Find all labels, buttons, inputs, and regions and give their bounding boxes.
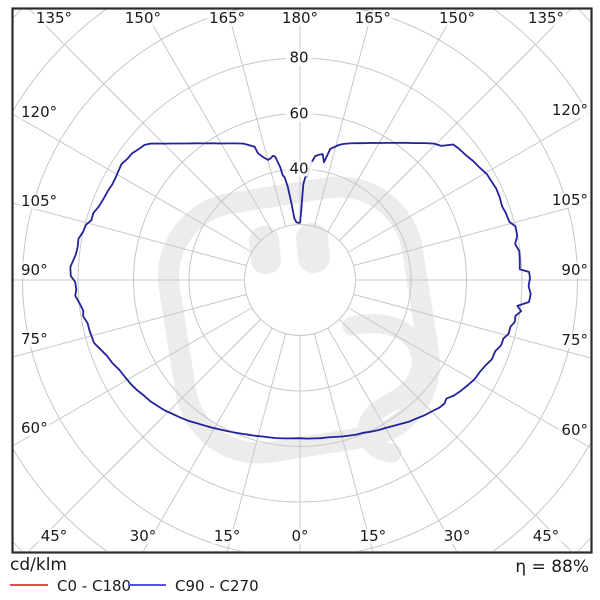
units-label: cd/klm [10,555,67,575]
legend-item-c0-c180: C0 - C180 [10,577,131,595]
plug-socket-logo-watermark [157,176,441,464]
efficiency-label: η = 88% [515,557,589,577]
legend-item-c90-c270: C90 - C270 [128,577,259,595]
intensity-curve-c90-c270 [69,141,532,440]
legend-label-c90-c270: C90 - C270 [175,577,259,595]
legend-label-c0-c180: C0 - C180 [57,577,132,595]
legend-line-red-icon [10,583,48,586]
legend-line-blue-icon [128,583,166,586]
plot-frame [11,7,593,554]
